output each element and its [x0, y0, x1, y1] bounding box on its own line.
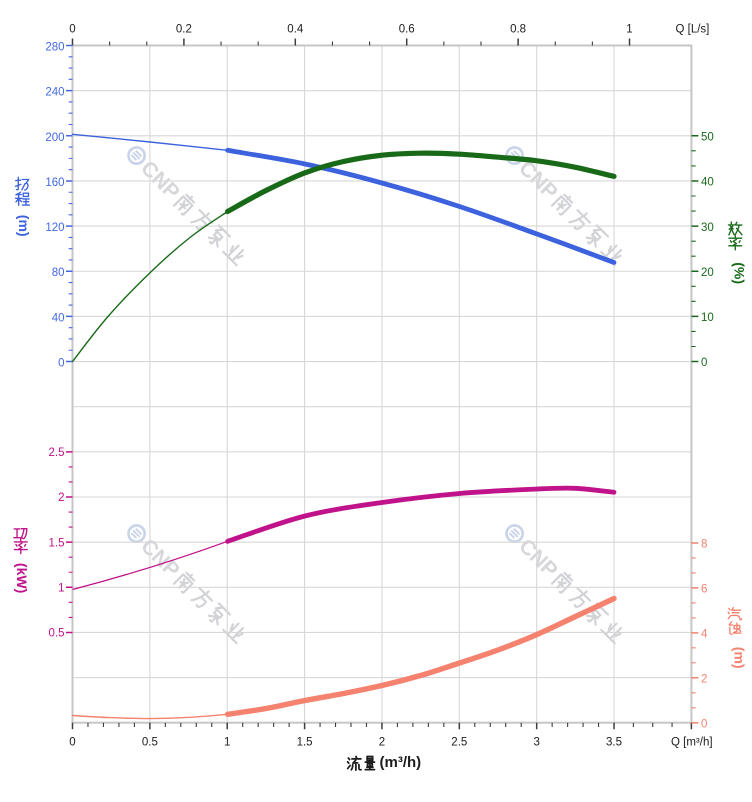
- svg-text:2.5: 2.5: [451, 737, 467, 749]
- svg-text:Q [L/s]: Q [L/s]: [676, 24, 710, 36]
- svg-text:0: 0: [58, 358, 64, 370]
- svg-text:4: 4: [701, 629, 708, 641]
- svg-text:0.2: 0.2: [176, 24, 192, 36]
- svg-text:0.5: 0.5: [49, 628, 65, 640]
- svg-text:1: 1: [58, 583, 64, 595]
- svg-text:2: 2: [379, 737, 385, 749]
- svg-text:0.5: 0.5: [142, 737, 158, 749]
- svg-text:2: 2: [58, 492, 64, 504]
- svg-text:(m): (m): [16, 215, 32, 237]
- svg-text:1.5: 1.5: [49, 537, 65, 549]
- svg-text:0: 0: [701, 357, 707, 369]
- svg-text:(%): (%): [731, 262, 747, 284]
- svg-text:(m): (m): [732, 647, 748, 669]
- svg-text:2.5: 2.5: [49, 447, 65, 459]
- svg-text:0.4: 0.4: [287, 24, 304, 36]
- svg-text:(m³/h): (m³/h): [380, 754, 422, 771]
- svg-text:3.5: 3.5: [606, 737, 622, 749]
- svg-text:40: 40: [701, 177, 714, 189]
- svg-text:0.8: 0.8: [510, 24, 526, 36]
- svg-text:40: 40: [52, 312, 65, 324]
- svg-text:8: 8: [701, 539, 707, 551]
- svg-text:30: 30: [701, 222, 714, 234]
- svg-text:120: 120: [45, 222, 64, 234]
- svg-text:10: 10: [701, 312, 714, 324]
- svg-text:160: 160: [45, 177, 64, 189]
- svg-text:0: 0: [701, 719, 707, 731]
- svg-text:50: 50: [701, 132, 714, 144]
- svg-text:80: 80: [52, 267, 65, 279]
- svg-text:Q [m³/h]: Q [m³/h]: [671, 737, 713, 749]
- svg-text:280: 280: [45, 42, 64, 54]
- svg-text:20: 20: [701, 267, 714, 279]
- svg-text:(kW): (kW): [14, 563, 30, 593]
- svg-text:2: 2: [701, 674, 707, 686]
- svg-text:0.6: 0.6: [399, 24, 415, 36]
- svg-text:200: 200: [45, 132, 64, 144]
- svg-text:6: 6: [701, 584, 707, 596]
- svg-text:240: 240: [45, 87, 64, 99]
- svg-text:0: 0: [69, 24, 75, 36]
- svg-text:0: 0: [69, 737, 75, 749]
- svg-text:3: 3: [533, 737, 539, 749]
- svg-text:1: 1: [626, 24, 632, 36]
- svg-text:1: 1: [224, 737, 230, 749]
- svg-text:1.5: 1.5: [297, 737, 313, 749]
